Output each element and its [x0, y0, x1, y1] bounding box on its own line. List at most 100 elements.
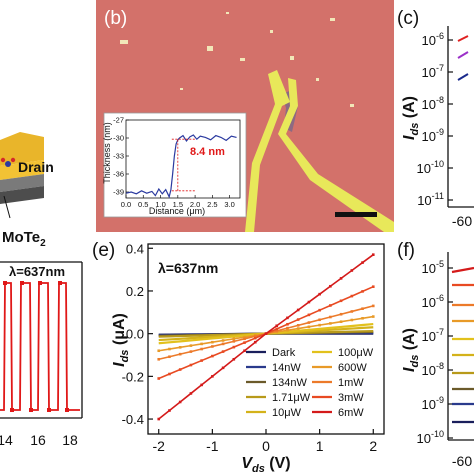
iv-data-point — [318, 324, 321, 327]
legend-label: 14nW — [272, 362, 301, 374]
iv-data-point — [211, 345, 214, 348]
iv-data-point — [233, 337, 236, 340]
atom-icon — [11, 158, 15, 162]
iv-data-point — [372, 315, 375, 318]
iv-data-point — [211, 375, 214, 378]
legend-label: 6mW — [338, 407, 364, 419]
photocurrent-trace — [0, 283, 80, 410]
iv-data-point — [286, 317, 289, 320]
panel-f: (f) 10-5 10-6 10-7 10-8 10-9 10-10 Ids (A) -6… — [397, 240, 474, 469]
inset-x-tick-label: 3.0 — [224, 200, 234, 209]
data-point — [38, 281, 42, 285]
iv-data-point — [308, 321, 311, 324]
iv-data-point — [168, 355, 171, 358]
iv-data-point — [372, 305, 375, 308]
iv-data-point — [254, 341, 257, 344]
legend-label: Dark — [272, 347, 296, 359]
iv-data-point — [275, 328, 278, 331]
iv-data-point — [340, 299, 343, 302]
iv-data-point — [286, 323, 289, 326]
iv-data-point — [308, 301, 311, 304]
iv-data-point — [222, 339, 225, 342]
iv-data-point — [179, 368, 182, 371]
panel-e-y-tick-label: 0.2 — [126, 284, 144, 299]
panel-e-iv-chart: (e) -2 -1 0 1 2 0.4 0.2 0.0 -0.2 -0.4 λ=637nm Dar… — [92, 240, 384, 474]
iv-data-point — [168, 373, 171, 376]
iv-data-point — [190, 344, 193, 347]
iv-data-point — [243, 337, 246, 340]
iv-data-point — [200, 343, 203, 346]
iv-data-point — [190, 364, 193, 367]
panel-f-y-tick-label: 10-6 — [422, 293, 444, 310]
panel-e-y-tick-label: 0.0 — [126, 327, 144, 342]
panel-label-e: (e) — [92, 240, 115, 261]
iv-data-point — [340, 313, 343, 316]
iv-data-point — [265, 332, 268, 335]
iv-data-point — [243, 349, 246, 352]
mote2-label: MoTe2 — [2, 229, 46, 249]
iv-data-point — [372, 253, 375, 256]
panel-label-f: (f) — [397, 240, 415, 261]
legend-label: 1mW — [338, 377, 364, 389]
legend-label: 10μW — [272, 407, 302, 419]
panel-d-x-tick: 14 — [0, 432, 13, 448]
panel-e-x-tick-label: -2 — [153, 438, 166, 454]
inset-x-label: Distance (μm) — [149, 206, 205, 216]
data-point — [65, 408, 69, 412]
panel-e-x-label: Vds (V) — [241, 455, 290, 474]
iv-data-point — [254, 337, 257, 340]
drain-label: Drain — [18, 159, 54, 175]
iv-data-point — [179, 353, 182, 356]
device-schematic: Drain MoTe2 — [0, 132, 54, 249]
iv-data-point — [200, 348, 203, 351]
iv-data-point — [211, 355, 214, 358]
panel-c-x-tick: -60 — [452, 213, 472, 229]
iv-data-point — [200, 359, 203, 362]
legend-label: 100μW — [338, 347, 374, 359]
iv-data-point — [297, 318, 300, 321]
legend-label: 600W — [338, 362, 367, 374]
panel-c-y-label: Ids (A) — [401, 96, 421, 140]
atom-icon — [5, 161, 11, 167]
panel-e-y-tick-label: 0.4 — [126, 241, 144, 256]
panel-c-curve — [458, 74, 468, 80]
iv-data-point — [190, 392, 193, 395]
panel-c-y-tick-label: 10-10 — [417, 159, 444, 176]
data-point — [10, 408, 14, 412]
iv-data-point — [297, 324, 300, 327]
inset-y-tick-label: -27 — [113, 116, 124, 125]
iv-data-point — [297, 327, 300, 330]
iv-data-point — [329, 316, 332, 319]
iv-data-point — [329, 322, 332, 325]
iv-data-point — [211, 341, 214, 344]
panel-f-y-label: Ids (A) — [401, 328, 421, 372]
panel-f-y-tick-label: 10-5 — [422, 259, 444, 276]
atom-icon — [1, 158, 5, 162]
iv-data-point — [286, 327, 289, 330]
panel-c-y-tick-label: 10-8 — [422, 95, 444, 112]
panel-c-y-tick-label: 10-11 — [417, 191, 444, 208]
panel-d-annotation: λ=637nm — [9, 264, 65, 279]
iv-data-point — [157, 418, 160, 421]
iv-data-point — [351, 310, 354, 313]
inset-y-tick-label: -36 — [113, 170, 124, 179]
panel-f-x-tick: -60 — [452, 453, 472, 469]
iv-data-point — [351, 269, 354, 272]
iv-data-point — [200, 384, 203, 387]
panel-d-x-tick: 18 — [62, 432, 78, 448]
panel-b-micrograph: (b) 0.0 0.5 1.0 1.5 2.0 2.5 3.0-27-30-33-36-39… — [96, 0, 394, 232]
iv-data-point — [222, 350, 225, 353]
panel-f-curve — [452, 268, 474, 272]
panel-e-x-tick-label: 2 — [369, 438, 377, 454]
data-point — [3, 281, 7, 285]
panel-f-y-tick-label: 10-7 — [422, 327, 444, 344]
iv-data-point — [340, 277, 343, 280]
iv-data-point — [157, 349, 160, 352]
iv-data-point — [243, 341, 246, 344]
panel-c-curve — [458, 36, 468, 41]
iv-data-point — [233, 340, 236, 343]
step-height-label: 8.4 nm — [190, 146, 225, 158]
iv-data-point — [297, 309, 300, 312]
panel-c: (c) 10-6 10-7 10-8 10-9 10-10 10-11 Ids (A) -… — [397, 8, 474, 229]
